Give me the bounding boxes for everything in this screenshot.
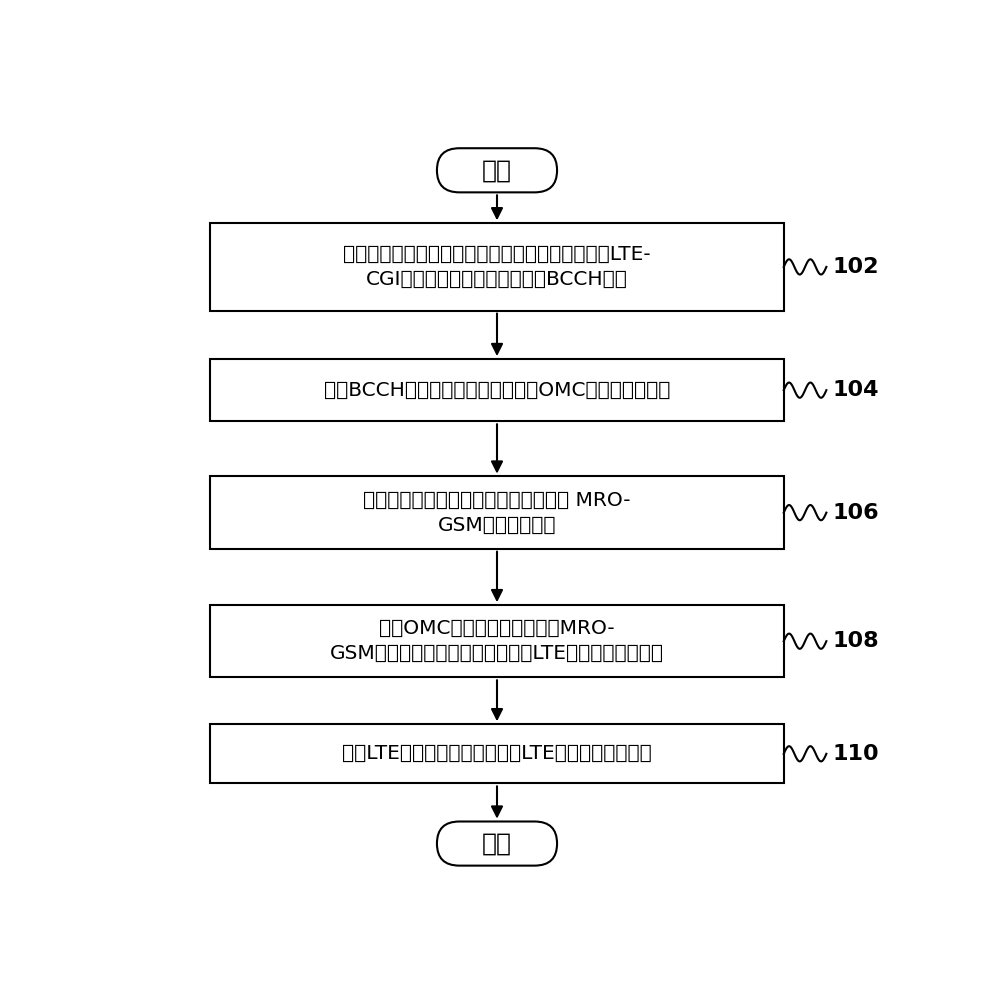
Text: 开始: 开始 bbox=[482, 158, 512, 183]
Text: 106: 106 bbox=[833, 503, 879, 523]
Text: 通过预设通配规则，获取长期演进全球小区识别码LTE-
CGI规则范围内的广播控制信道BCCH频点: 通过预设通配规则，获取长期演进全球小区识别码LTE- CGI规则范围内的广播控制… bbox=[343, 245, 651, 288]
Text: 108: 108 bbox=[833, 631, 879, 651]
Text: 根据OMC测量频点配置表以及MRO-
GSM相关字段信息，生成长期演进LTE异系统邻区配置表: 根据OMC测量频点配置表以及MRO- GSM相关字段信息，生成长期演进LTE异系… bbox=[330, 619, 664, 663]
FancyBboxPatch shape bbox=[210, 724, 784, 783]
Text: 结束: 结束 bbox=[482, 832, 512, 856]
FancyBboxPatch shape bbox=[210, 605, 784, 678]
Text: 110: 110 bbox=[833, 744, 879, 764]
Text: 采集并统计全球移动通信系统样本数据 MRO-
GSM相关字段信息: 采集并统计全球移动通信系统样本数据 MRO- GSM相关字段信息 bbox=[363, 491, 631, 535]
FancyBboxPatch shape bbox=[210, 359, 784, 421]
Text: 根据BCCH频点，生成操作维护中心OMC测量频点配置表: 根据BCCH频点，生成操作维护中心OMC测量频点配置表 bbox=[324, 380, 670, 400]
FancyBboxPatch shape bbox=[210, 476, 784, 548]
FancyBboxPatch shape bbox=[437, 821, 557, 865]
Text: 按照LTE异系统邻区配置表进行LTE异系统邻区的配置: 按照LTE异系统邻区配置表进行LTE异系统邻区的配置 bbox=[342, 744, 652, 764]
Text: 104: 104 bbox=[833, 380, 879, 400]
Text: 102: 102 bbox=[833, 257, 879, 277]
FancyBboxPatch shape bbox=[437, 148, 557, 193]
FancyBboxPatch shape bbox=[210, 223, 784, 310]
